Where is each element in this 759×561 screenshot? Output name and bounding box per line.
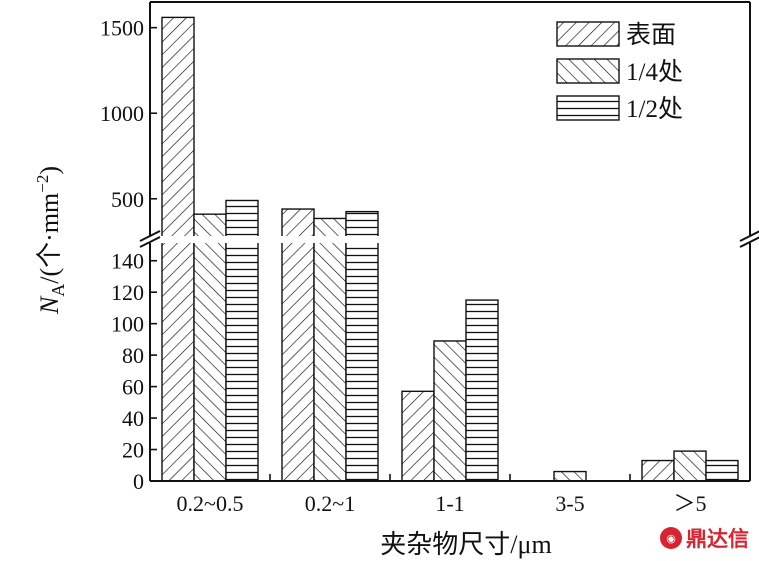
legend-swatch-1 [556,21,620,47]
bar-2-1 [193,213,227,482]
legend-swatch-2 [556,58,620,84]
x-tick-label-3: 1-1 [435,491,464,516]
y-axis-title-symbol: N [35,295,64,315]
bar-2-5 [673,450,707,482]
watermark-text: 鼎达信 [686,527,749,551]
axis-break-gap [144,236,756,243]
x-tick-label-1: 0.2~0.5 [177,491,244,516]
y-axis-title-unit: /(个·mm [35,193,64,284]
y-tick-label-1: 0 [133,469,144,494]
x-tick-label-4: 3-5 [555,491,584,516]
y-tick-label-3: 40 [122,406,144,431]
bars-group [144,16,756,482]
y-axis-break-mark-2 [139,236,161,248]
bar-1-3 [401,390,435,482]
y-tick-label-6: 100 [111,312,144,337]
bar-3-2 [345,210,379,482]
right-axis-break-mark-2 [739,236,759,248]
right-axis-break-mark-1 [739,230,759,242]
bar-3-3 [465,299,499,482]
y-tick-label-8: 140 [111,249,144,274]
watermark: ◉ 鼎达信 [660,523,749,553]
x-ticks-group: 0.2~0.5 0.2~1 1-1 3-5 ＞5 [177,474,707,516]
legend: 表面 1/4处 1/2处 [556,21,683,123]
bar-2-3 [433,340,467,482]
y-tick-label-4: 60 [122,375,144,400]
y-tick-label-7: 120 [111,280,144,305]
y-axis-title: NA/(个·mm−2) [33,166,68,315]
x-tick-label-2: 0.2~1 [305,491,355,516]
axes-group [139,1,759,482]
y-ticks-group: 0 20 40 60 80 100 120 140 500 1000 1500 [100,16,157,494]
y-tick-label-5: 80 [122,343,144,368]
bar-3-1 [225,199,259,482]
dingda-logo-icon: ◉ [660,527,682,549]
legend-label-1: 表面 [626,21,676,49]
legend-label-2: 1/4处 [626,58,683,86]
bar-1-5 [641,459,675,482]
legend-swatch-3 [556,95,620,121]
legend-label-3: 1/2处 [626,95,683,123]
bar-2-2 [313,217,347,482]
bar-2-4 [553,470,587,482]
y-tick-label-10: 1000 [100,101,144,126]
y-tick-label-11: 1500 [100,16,144,41]
y-axis-title-subscript: A [48,284,68,297]
bar-1-1 [161,16,195,482]
bar-1-2 [281,208,315,482]
y-tick-label-9: 500 [111,187,144,212]
y-tick-label-2: 20 [122,438,144,463]
y-axis-break-mark-1 [139,230,161,242]
x-tick-label-5: ＞5 [673,491,706,516]
y-axis-title-close: ) [35,166,64,175]
y-axis-title-superscript: −2 [33,175,52,193]
bar-3-5 [705,459,739,482]
x-axis-title: 夹杂物尺寸/μm [380,530,551,559]
